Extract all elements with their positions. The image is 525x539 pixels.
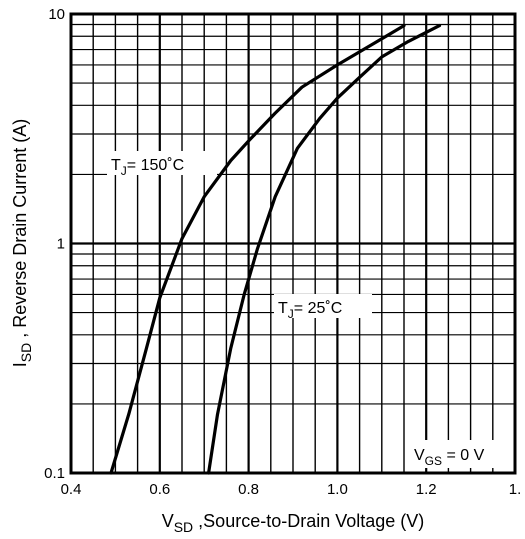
x-tick-label: 0.4 xyxy=(61,481,82,498)
x-tick-label: 0.6 xyxy=(149,481,170,498)
x-tick-label: 0.8 xyxy=(238,481,259,498)
y-tick-label: 1 xyxy=(57,236,65,253)
x-axis-label: VSD ,Source-to-Drain Voltage (V) xyxy=(162,511,425,535)
y-tick-label: 0.1 xyxy=(44,465,65,482)
tj25-annotation: TJ= 25˚C xyxy=(278,300,342,321)
x-tick-labels: 0.4 0.6 0.8 1.0 1.2 1. xyxy=(61,481,522,498)
y-tick-labels: 0.1 1 10 xyxy=(44,6,65,482)
vgs-label-bg xyxy=(410,440,513,468)
y-tick-label: 10 xyxy=(48,6,65,23)
tj25-label-bg xyxy=(274,294,372,318)
y-axis-label: ISD , Reverse Drain Current (A) xyxy=(10,119,34,368)
series-layer xyxy=(109,24,442,475)
grid xyxy=(71,14,515,473)
plot-frame xyxy=(69,12,517,475)
x-tick-label: 1.2 xyxy=(416,481,437,498)
tj-25c-curve xyxy=(207,24,442,475)
x-tick-label: 1.0 xyxy=(327,481,348,498)
x-tick-label: 1. xyxy=(509,481,522,498)
tj-150c-curve xyxy=(109,24,406,475)
vgs-annotation: VGS = 0 V xyxy=(414,447,485,468)
tj150-annotation: TJ= 150˚C xyxy=(111,157,184,178)
tj150-label-bg xyxy=(107,151,217,175)
